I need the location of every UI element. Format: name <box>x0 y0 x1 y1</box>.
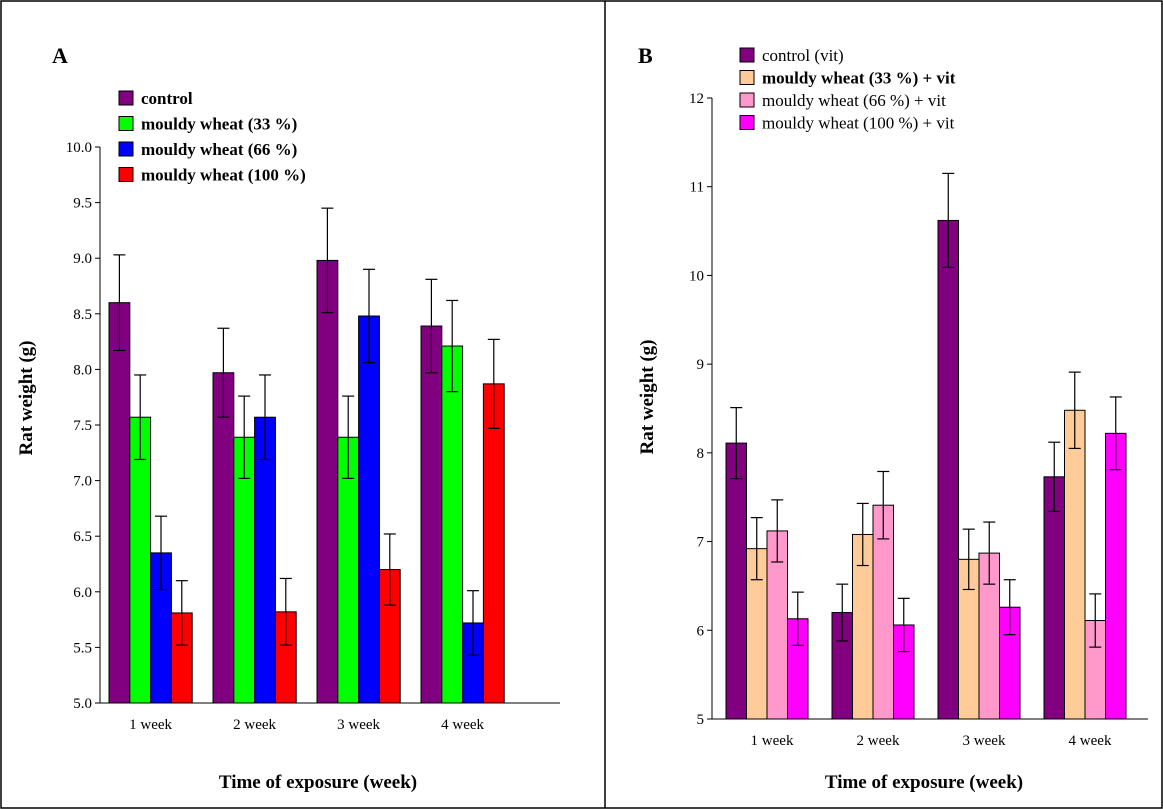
x-tick-label: 3 week <box>337 717 380 733</box>
bar <box>420 325 443 704</box>
bar <box>937 219 959 720</box>
x-tick-label: 1 week <box>129 717 172 733</box>
legend-label: control <box>141 89 193 108</box>
legend-label: mouldy wheat (66 %) + vit <box>762 91 946 110</box>
x-tick-label: 4 week <box>1069 733 1112 749</box>
y-tick-label: 8 <box>697 446 705 462</box>
panel-b: B Time of exposure (week) Rat weight (g)… <box>637 43 1148 793</box>
y-tick-label: 7.5 <box>73 418 92 434</box>
y-tick-label: 12 <box>689 91 704 107</box>
legend-swatch <box>118 90 134 106</box>
y-tick-label: 6.5 <box>73 529 92 545</box>
y-tick-label: 9.0 <box>73 251 92 267</box>
y-tick-label: 7 <box>697 535 705 551</box>
y-tick-label: 11 <box>690 180 704 196</box>
legend-label: mouldy wheat (33 %) <box>141 115 297 134</box>
y-tick-label: 5 <box>697 712 705 728</box>
legend-swatch <box>739 70 755 85</box>
y-tick-label: 10.0 <box>66 140 92 156</box>
legend-swatch <box>739 115 755 130</box>
x-tick-label: 1 week <box>751 733 794 749</box>
x-tick-label: 2 week <box>233 717 276 733</box>
legend-label: mouldy wheat (33 %) + vit <box>762 69 956 88</box>
legend-swatch <box>739 47 755 63</box>
panel-a-plot: 5.0 5.5 6.0 6.5 7.0 7.5 8.0 8.5 9.0 9.5 10.0 1 week… <box>66 89 560 733</box>
y-tick-label: 10 <box>689 268 704 284</box>
y-tick-label: 7.0 <box>73 474 92 490</box>
legend-swatch <box>118 167 134 182</box>
bar <box>725 442 747 720</box>
legend-swatch <box>118 141 134 157</box>
panel-b-y-axis-title: Rat weight (g) <box>637 339 658 454</box>
bar <box>108 302 131 704</box>
y-tick-label: 5.5 <box>73 640 92 656</box>
bar <box>212 372 235 704</box>
panel-a: A Time of exposure (week) Rat weight (g)… <box>16 43 560 793</box>
legend-label: mouldy wheat (100 %) + vit <box>762 114 955 133</box>
legend-swatch <box>739 92 755 108</box>
panel-b-label: B <box>638 43 653 68</box>
y-tick-label: 9.5 <box>73 196 92 212</box>
panel-b-x-axis-title: Time of exposure (week) <box>825 772 1023 793</box>
bar <box>482 383 505 704</box>
panel-a-y-axis-title: Rat weight (g) <box>16 340 37 455</box>
y-tick-label: 8.0 <box>73 362 92 378</box>
bar <box>254 416 276 704</box>
y-tick-label: 6 <box>697 623 705 639</box>
bar <box>441 345 464 704</box>
panel-b-plot: 5 6 7 8 9 10 11 12 1 week 2 week 3 week 4 week contr… <box>689 46 1148 749</box>
bar <box>1105 432 1127 720</box>
x-tick-label: 3 week <box>963 733 1006 749</box>
bar <box>316 259 339 704</box>
x-tick-label: 2 week <box>857 733 900 749</box>
x-tick-label: 4 week <box>441 717 484 733</box>
y-tick-label: 5.0 <box>73 696 92 712</box>
legend-label: mouldy wheat (100 %) <box>141 166 306 185</box>
legend-label: mouldy wheat (66 %) <box>141 140 297 159</box>
y-tick-label: 8.5 <box>73 307 92 323</box>
bar <box>1064 409 1086 720</box>
legend-swatch <box>118 116 134 131</box>
bar <box>1043 476 1065 720</box>
panel-a-label: A <box>52 43 68 68</box>
y-tick-label: 6.0 <box>73 585 92 601</box>
bar <box>358 315 380 704</box>
panel-a-x-axis-title: Time of exposure (week) <box>219 772 417 793</box>
bar <box>129 416 152 704</box>
legend-label: control (vit) <box>762 46 844 65</box>
y-tick-label: 9 <box>697 357 705 373</box>
